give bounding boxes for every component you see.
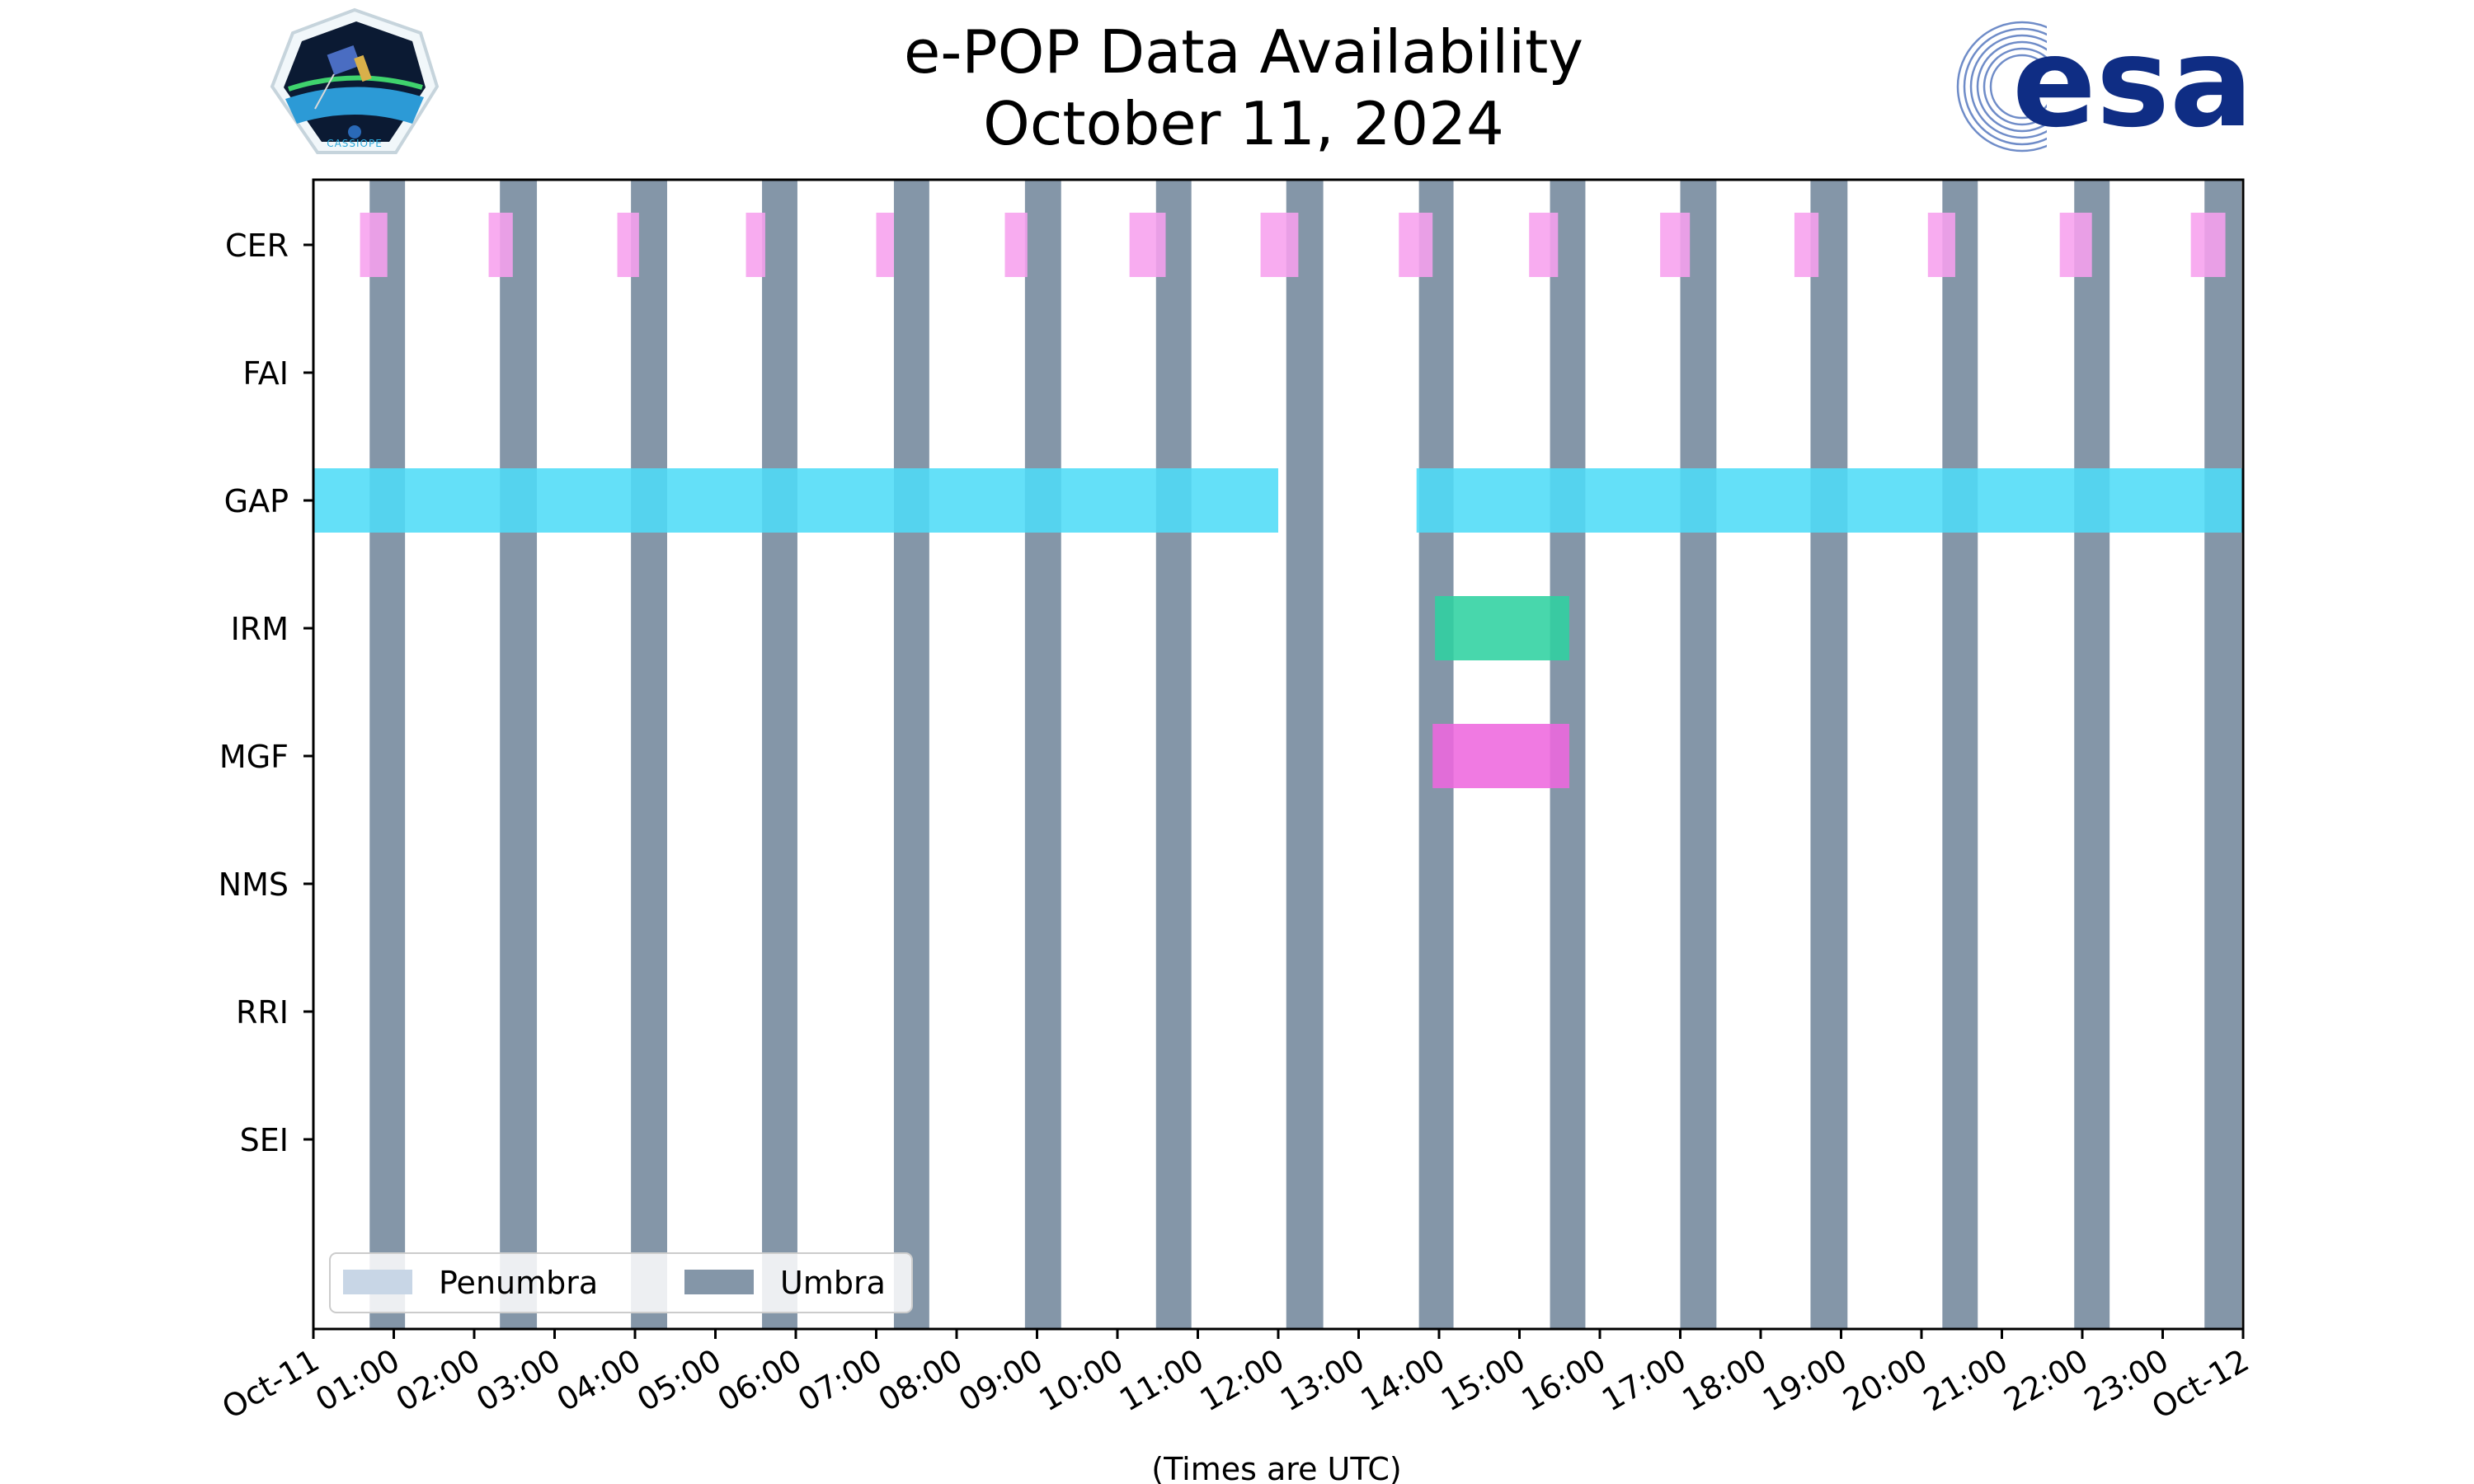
umbra-band <box>631 180 667 1329</box>
umbra-band <box>893 180 929 1329</box>
availability-bar-cer <box>2190 213 2226 277</box>
umbra-band <box>2204 180 2242 1329</box>
umbra-band <box>1155 180 1192 1329</box>
umbra-band <box>1024 180 1061 1329</box>
legend-umbra-label: Umbra <box>780 1265 886 1301</box>
legend-box <box>329 1252 913 1313</box>
x-tick-label: 05:00 <box>631 1342 727 1419</box>
x-tick-label: Oct-11 <box>216 1342 326 1426</box>
availability-bar-mgf <box>1432 724 1569 788</box>
umbra-band <box>500 180 538 1329</box>
availability-bar-cer <box>1794 213 1819 277</box>
availability-bar-cer <box>1660 213 1691 277</box>
umbra-band <box>1680 180 1717 1329</box>
y-tick-label: RRI <box>236 994 289 1031</box>
umbra-band <box>369 180 406 1329</box>
cassiope-logo-text: CASSIOPE <box>327 138 383 149</box>
x-tick-label: 22:00 <box>1998 1342 2095 1419</box>
x-tick-label: 15:00 <box>1435 1342 1531 1419</box>
x-tick-label: 19:00 <box>1757 1342 1853 1419</box>
availability-bar-cer <box>1260 213 1299 277</box>
x-axis-label: (Times are UTC) <box>1151 1451 1401 1484</box>
availability-bar-cer <box>1399 213 1433 277</box>
x-tick-label: 14:00 <box>1355 1342 1451 1419</box>
umbra-band <box>1810 180 1848 1329</box>
x-tick-label: 16:00 <box>1516 1342 1612 1419</box>
x-tick-label: 17:00 <box>1596 1342 1692 1419</box>
x-tick-label: 06:00 <box>712 1342 808 1419</box>
y-tick-label: IRM <box>231 611 289 647</box>
x-tick-label: 18:00 <box>1677 1342 1773 1419</box>
availability-bar-cer <box>1004 213 1028 277</box>
x-tick-label: 08:00 <box>872 1342 969 1419</box>
legend-umbra-swatch <box>684 1270 754 1294</box>
x-tick-label: 13:00 <box>1274 1342 1371 1419</box>
y-axis: CER FAI GAP IRM MGF NMS RRI SEI <box>219 228 313 1158</box>
chart-title-line-1: e-POP Data Availability <box>904 17 1583 87</box>
availability-bar-cer <box>360 213 388 277</box>
x-tick-label: 02:00 <box>390 1342 487 1419</box>
legend: Penumbra Umbra <box>329 1252 913 1313</box>
x-tick-label: 12:00 <box>1194 1342 1291 1419</box>
x-axis: Oct-1101:0002:0003:0004:0005:0006:0007:0… <box>216 1329 2255 1426</box>
x-tick-label: 07:00 <box>792 1342 888 1419</box>
umbra-band <box>1942 180 1978 1329</box>
x-tick-label: 04:00 <box>551 1342 647 1419</box>
legend-penumbra-label: Penumbra <box>439 1265 598 1301</box>
y-tick-label: CER <box>225 228 289 264</box>
y-tick-label: MGF <box>219 739 289 775</box>
cassiope-logo: CASSIOPE <box>270 7 440 154</box>
x-tick-label: 10:00 <box>1033 1342 1130 1419</box>
availability-bar-irm <box>1435 596 1569 660</box>
availability-bars <box>313 213 2243 788</box>
availability-bar-cer <box>1129 213 1166 277</box>
x-tick-label: 20:00 <box>1837 1342 1934 1419</box>
availability-bar-cer <box>1927 213 1955 277</box>
x-tick-label: 03:00 <box>470 1342 567 1419</box>
chart-title-line-2: October 11, 2024 <box>983 89 1504 158</box>
umbra-band <box>762 180 797 1329</box>
umbra-band <box>2074 180 2110 1329</box>
esa-logo-text: esa <box>2012 12 2253 155</box>
x-tick-label: 11:00 <box>1113 1342 1210 1419</box>
umbra-layer <box>369 180 2242 1329</box>
availability-bar-cer <box>2059 213 2092 277</box>
x-tick-label: 09:00 <box>952 1342 1049 1419</box>
y-tick-label: FAI <box>242 355 289 392</box>
esa-logo: esa <box>1956 12 2253 157</box>
y-tick-label: SEI <box>240 1122 289 1158</box>
umbra-band <box>1286 180 1324 1329</box>
availability-bar-cer <box>1529 213 1559 277</box>
availability-bar-gap <box>313 468 1278 533</box>
x-tick-label: 21:00 <box>1917 1342 2014 1419</box>
y-tick-label: GAP <box>224 483 289 519</box>
availability-bar-gap <box>1416 468 2243 533</box>
y-tick-label: NMS <box>219 866 289 903</box>
availability-bar-cer <box>617 213 639 277</box>
availability-bar-cer <box>488 213 513 277</box>
legend-penumbra-swatch <box>343 1270 412 1294</box>
x-tick-label: 01:00 <box>309 1342 406 1419</box>
availability-bar-cer <box>745 213 765 277</box>
availability-bar-cer <box>876 213 894 277</box>
